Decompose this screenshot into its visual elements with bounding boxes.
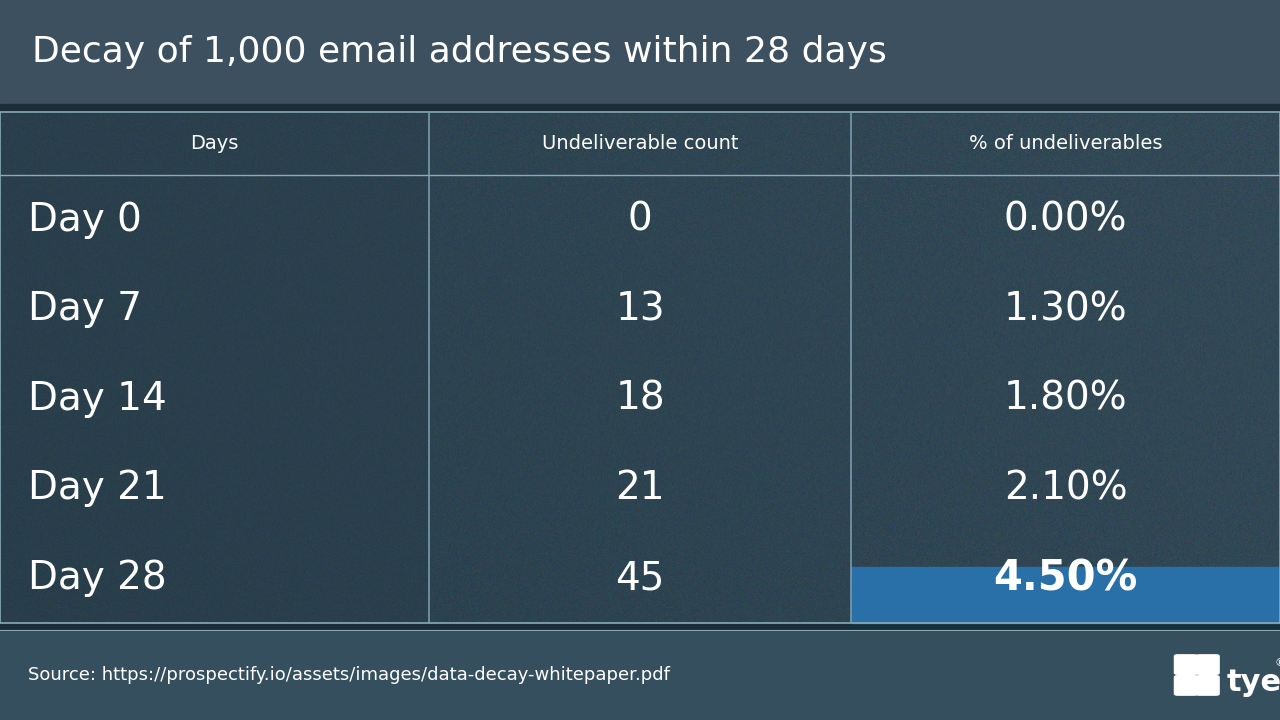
Text: 21: 21: [616, 469, 664, 508]
Text: 0.00%: 0.00%: [1004, 201, 1128, 239]
Text: Undeliverable count: Undeliverable count: [541, 134, 739, 153]
Text: 0: 0: [627, 201, 653, 239]
Text: ®: ®: [1275, 658, 1280, 668]
Text: Day 7: Day 7: [28, 290, 142, 328]
Text: Decay of 1,000 email addresses within 28 days: Decay of 1,000 email addresses within 28…: [32, 35, 887, 69]
Text: 1.80%: 1.80%: [1004, 380, 1128, 418]
Text: 13: 13: [616, 290, 664, 328]
Text: 1.30%: 1.30%: [1004, 290, 1128, 328]
Text: Day 14: Day 14: [28, 380, 166, 418]
Text: % of undeliverables: % of undeliverables: [969, 134, 1162, 153]
Text: tye: tye: [1226, 667, 1280, 697]
Text: Days: Days: [191, 134, 238, 153]
Text: Day 0: Day 0: [28, 201, 142, 239]
Text: Day 28: Day 28: [28, 559, 166, 597]
Text: 2.10%: 2.10%: [1004, 469, 1128, 508]
Text: Source: https://prospectify.io/assets/images/data-decay-whitepaper.pdf: Source: https://prospectify.io/assets/im…: [28, 666, 669, 684]
Text: 18: 18: [616, 380, 664, 418]
Text: Day 21: Day 21: [28, 469, 166, 508]
Text: 45: 45: [616, 559, 664, 597]
Text: 4.50%: 4.50%: [993, 557, 1138, 599]
